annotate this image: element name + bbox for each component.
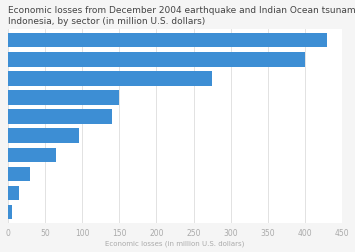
Bar [8,205,12,219]
Bar [8,186,19,200]
Text: Economic losses from December 2004 earthquake and Indian Ocean tsunami in
Indone: Economic losses from December 2004 earth… [8,6,355,26]
Bar [8,110,112,124]
Bar [8,167,30,181]
Bar [8,53,305,67]
Bar [8,129,78,143]
Bar [8,148,56,162]
Bar [8,34,327,48]
Bar [8,72,212,86]
X-axis label: Economic losses (in million U.S. dollars): Economic losses (in million U.S. dollars… [105,240,245,246]
Bar [8,91,119,105]
